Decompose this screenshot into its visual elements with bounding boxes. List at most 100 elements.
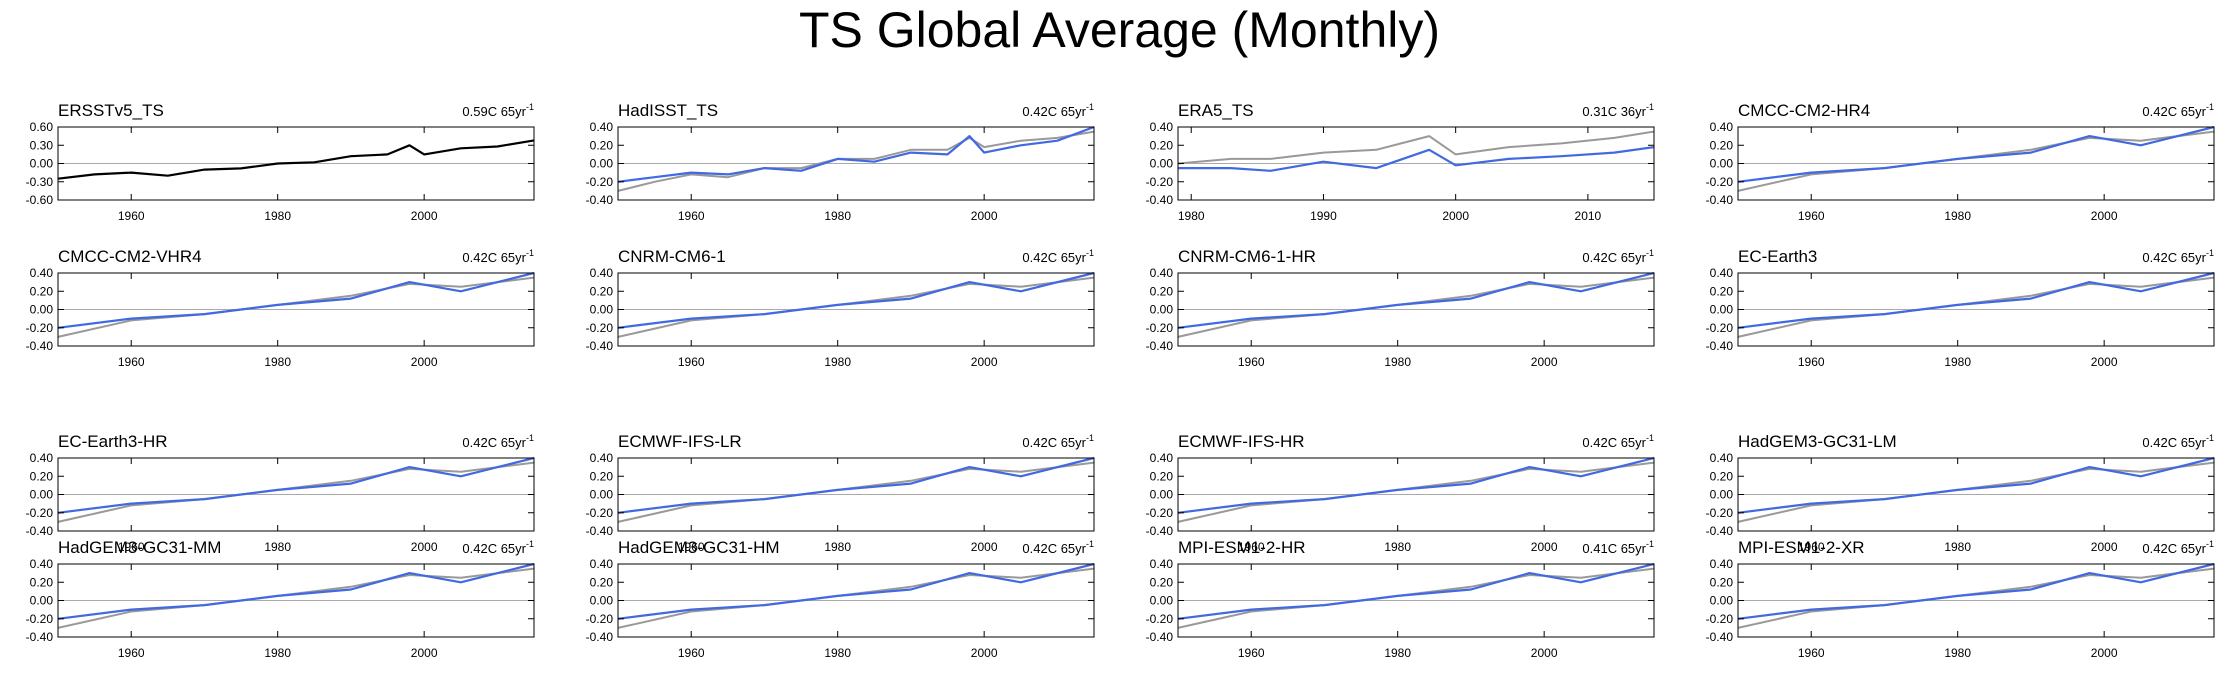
series-line	[57, 456, 535, 514]
y-tick-label: -0.40	[1146, 339, 1174, 353]
panel-title: ECMWF-IFS-HR	[1178, 432, 1305, 451]
trend-label: 0.42C 65yr-1	[2142, 248, 2214, 265]
y-tick-label: -0.60	[26, 193, 54, 207]
x-tick-label: 1960	[678, 209, 705, 223]
trend-value: 0.59C 65yr	[462, 104, 526, 119]
y-tick-label: -0.20	[26, 321, 54, 335]
y-tick-label: 0.20	[1710, 575, 1734, 589]
x-tick-label: 1980	[1944, 355, 1971, 369]
x-tick-label: 1980	[824, 209, 851, 223]
y-tick-label: -0.20	[26, 506, 54, 520]
y-tick-label: 0.40	[590, 266, 614, 280]
series-line	[617, 130, 1095, 192]
trend-label: 0.42C 65yr-1	[1582, 433, 1654, 450]
y-tick-label: -0.40	[1706, 339, 1734, 353]
y-tick-label: 0.20	[590, 284, 614, 298]
panel-title: ERSSTv5_TS	[58, 101, 164, 120]
trend-value: 0.42C 65yr	[1582, 435, 1646, 450]
series-line	[1177, 456, 1655, 514]
y-tick-label: -0.20	[1146, 321, 1174, 335]
y-tick-label: 0.00	[1150, 157, 1174, 171]
series-line	[1177, 567, 1655, 629]
series-line	[57, 271, 535, 329]
trend-exponent: -1	[1646, 248, 1654, 258]
x-tick-label: 2000	[1531, 355, 1558, 369]
y-tick-label: -0.40	[1146, 193, 1174, 207]
y-tick-label: 0.00	[30, 594, 54, 608]
x-tick-label: 1980	[1384, 646, 1411, 660]
y-tick-label: 0.20	[1150, 138, 1174, 152]
series-line	[1737, 461, 2215, 523]
y-tick-label: 0.40	[1710, 266, 1734, 280]
y-tick-label: -0.20	[1706, 506, 1734, 520]
y-tick-label: 0.30	[30, 138, 54, 152]
y-tick-label: -0.40	[586, 630, 614, 644]
series-line	[1177, 276, 1655, 338]
y-tick-label: 0.00	[590, 303, 614, 317]
y-tick-label: 0.20	[1150, 575, 1174, 589]
x-tick-label: 1980	[264, 355, 291, 369]
y-tick-label: 0.20	[30, 575, 54, 589]
x-tick-label: 1980	[1178, 209, 1205, 223]
x-tick-label: 1980	[824, 355, 851, 369]
trend-exponent: -1	[1086, 539, 1094, 549]
y-tick-label: -0.20	[586, 612, 614, 626]
y-tick-label: 0.20	[30, 284, 54, 298]
series-line	[1177, 461, 1655, 523]
y-tick-label: -0.40	[586, 193, 614, 207]
series-line	[57, 139, 535, 180]
y-tick-label: 0.40	[1150, 120, 1174, 134]
x-tick-label: 1980	[264, 209, 291, 223]
x-tick-label: 2000	[411, 209, 438, 223]
x-tick-label: 1960	[118, 540, 145, 554]
series-line	[617, 567, 1095, 629]
trend-label: 0.42C 65yr-1	[1022, 539, 1094, 556]
trend-label: 0.42C 65yr-1	[2142, 102, 2214, 119]
panel: CMCC-CM2-HR4 0.42C 65yr-1 0.40 0.20 0.00 -0.2…	[1706, 101, 2215, 223]
trend-value: 0.42C 65yr	[1022, 435, 1086, 450]
y-tick-label: 0.00	[1150, 303, 1174, 317]
x-tick-label: 1980	[1384, 540, 1411, 554]
x-tick-label: 2010	[1575, 209, 1602, 223]
y-tick-label: 0.00	[1150, 594, 1174, 608]
trend-exponent: -1	[2206, 248, 2214, 258]
x-tick-label: 1980	[1944, 209, 1971, 223]
series-line	[1178, 146, 1655, 172]
panel-title: EC-Earth3	[1738, 247, 1817, 266]
series-line	[1737, 456, 2215, 514]
panel: MPI-ESM1-2-XR 0.42C 65yr-1 0.40 0.20 0.00 -0.…	[1706, 538, 2215, 660]
y-tick-label: 0.20	[30, 469, 54, 483]
y-tick-label: 0.00	[1710, 157, 1734, 171]
trend-exponent: -1	[526, 433, 534, 443]
trend-exponent: -1	[1086, 102, 1094, 112]
x-tick-label: 2000	[2091, 540, 2118, 554]
y-tick-label: 0.00	[1150, 488, 1174, 502]
panel-title: HadISST_TS	[618, 101, 718, 120]
trend-value: 0.42C 65yr	[2142, 250, 2206, 265]
y-tick-label: -0.40	[586, 339, 614, 353]
x-tick-label: 1960	[1238, 540, 1265, 554]
x-tick-label: 1960	[1238, 646, 1265, 660]
y-tick-label: 0.00	[1710, 594, 1734, 608]
trend-label: 0.42C 65yr-1	[1022, 102, 1094, 119]
trend-exponent: -1	[526, 102, 534, 112]
y-tick-label: 0.40	[30, 557, 54, 571]
panel: ECMWF-IFS-LR 0.42C 65yr-10.400.200.00-0.2…	[586, 432, 1095, 554]
series-line	[1737, 567, 2215, 629]
y-tick-label: 0.40	[590, 120, 614, 134]
y-tick-label: -0.20	[1706, 612, 1734, 626]
y-tick-label: 0.00	[1710, 303, 1734, 317]
x-tick-label: 2000	[971, 355, 998, 369]
series-line	[1737, 271, 2215, 329]
series-line	[1737, 125, 2215, 183]
y-tick-label: 0.40	[30, 266, 54, 280]
trend-exponent: -1	[2206, 433, 2214, 443]
trend-exponent: -1	[1086, 248, 1094, 258]
series-line	[617, 562, 1095, 620]
y-tick-label: -0.20	[1146, 612, 1174, 626]
y-tick-label: 0.40	[30, 451, 54, 465]
panel-title: CNRM-CM6-1	[618, 247, 726, 266]
y-tick-label: 0.00	[30, 303, 54, 317]
series-line	[1737, 130, 2215, 192]
